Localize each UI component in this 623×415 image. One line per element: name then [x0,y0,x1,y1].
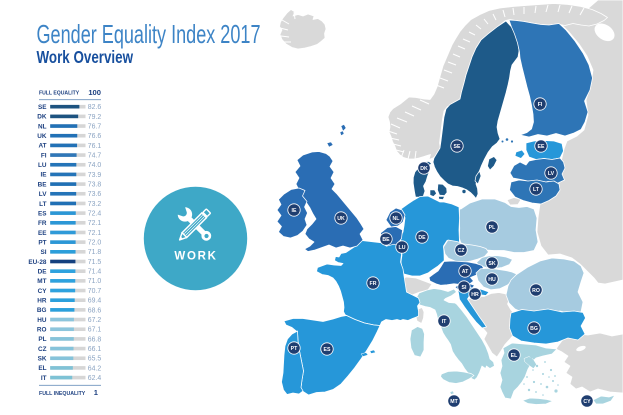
svg-text:CY: CY [38,288,48,295]
svg-text:FR: FR [38,220,47,227]
svg-text:EL: EL [511,353,518,359]
svg-text:LV: LV [39,191,47,198]
svg-text:SE: SE [454,144,461,150]
svg-text:76.7: 76.7 [88,124,102,131]
svg-text:1: 1 [94,388,99,397]
svg-text:Gender Equality Index 2017: Gender Equality Index 2017 [37,19,261,49]
svg-text:65.5: 65.5 [88,356,102,363]
svg-text:LV: LV [548,171,555,177]
svg-text:74.7: 74.7 [88,153,102,160]
svg-text:CZ: CZ [38,346,47,353]
svg-text:PL: PL [38,336,46,343]
svg-text:SI: SI [40,249,46,256]
svg-text:EU-28: EU-28 [28,259,47,266]
svg-text:67.1: 67.1 [88,327,102,334]
svg-text:AT: AT [462,269,469,275]
svg-text:FULL EQUALITY: FULL EQUALITY [39,90,79,96]
svg-text:HR: HR [37,298,47,305]
svg-text:LU: LU [399,245,406,251]
svg-text:68.6: 68.6 [88,307,102,314]
svg-text:RO: RO [532,288,540,294]
svg-text:72.0: 72.0 [88,240,102,247]
svg-text:76.1: 76.1 [88,143,102,150]
svg-text:SE: SE [38,104,47,111]
svg-text:73.2: 73.2 [88,201,102,208]
svg-text:BE: BE [382,237,390,243]
svg-text:BE: BE [38,181,48,188]
svg-text:RO: RO [37,327,47,334]
svg-text:64.2: 64.2 [88,365,102,372]
svg-text:HU: HU [488,277,496,283]
svg-text:UK: UK [37,133,47,140]
svg-text:CY: CY [583,399,591,405]
svg-text:71.8: 71.8 [88,249,102,256]
svg-text:PL: PL [489,225,496,231]
svg-text:66.8: 66.8 [88,336,102,343]
svg-text:MT: MT [450,399,458,405]
svg-text:73.9: 73.9 [88,172,102,179]
svg-text:IE: IE [292,208,297,214]
svg-text:BG: BG [530,326,538,332]
svg-text:Work Overview: Work Overview [37,47,134,67]
svg-text:72.1: 72.1 [88,230,102,237]
svg-text:71.5: 71.5 [88,259,102,266]
svg-text:73.6: 73.6 [88,191,102,198]
svg-text:69.4: 69.4 [88,298,102,305]
svg-text:MT: MT [37,278,46,285]
svg-text:IT: IT [41,375,47,382]
svg-text:NL: NL [38,123,47,130]
svg-text:71.0: 71.0 [88,278,102,285]
svg-text:NL: NL [393,216,401,222]
svg-text:FR: FR [370,281,377,287]
svg-text:67.2: 67.2 [88,317,102,324]
svg-text:DE: DE [38,269,48,276]
svg-text:SK: SK [488,261,495,267]
svg-text:HR: HR [471,292,479,298]
svg-text:EE: EE [538,144,545,150]
svg-text:70.7: 70.7 [88,288,102,295]
svg-text:LU: LU [38,162,47,169]
svg-text:ES: ES [324,347,331,353]
svg-text:HU: HU [37,317,47,324]
svg-text:EL: EL [38,365,46,372]
svg-text:LT: LT [533,187,540,193]
svg-text:BG: BG [37,307,47,314]
svg-text:PT: PT [38,240,46,247]
svg-text:DE: DE [418,235,426,241]
svg-text:74.0: 74.0 [88,162,102,169]
svg-text:LT: LT [39,201,46,208]
svg-text:DK: DK [37,114,47,121]
svg-text:WORK: WORK [174,251,217,263]
svg-text:62.4: 62.4 [88,375,102,382]
svg-text:EE: EE [38,230,47,237]
svg-text:AT: AT [38,143,46,150]
svg-text:UK: UK [337,216,345,222]
svg-text:SK: SK [38,356,47,363]
svg-text:76.6: 76.6 [88,133,102,140]
svg-text:72.4: 72.4 [88,211,102,218]
svg-text:66.1: 66.1 [88,346,102,353]
svg-text:IT: IT [442,319,447,325]
svg-text:100: 100 [88,88,101,97]
svg-text:82.6: 82.6 [88,104,102,111]
svg-text:71.4: 71.4 [88,269,102,276]
svg-text:FI: FI [538,102,543,108]
svg-text:79.2: 79.2 [88,114,102,121]
svg-text:PT: PT [291,346,298,352]
svg-text:ES: ES [38,210,47,217]
svg-text:72.1: 72.1 [88,220,102,227]
svg-text:CZ: CZ [458,248,466,254]
svg-text:FULL INEQUALITY: FULL INEQUALITY [39,391,85,397]
svg-text:SI: SI [462,285,467,291]
svg-text:IE: IE [40,172,47,179]
svg-text:DK: DK [420,166,428,172]
svg-text:73.8: 73.8 [88,182,102,189]
svg-text:FI: FI [41,152,47,159]
